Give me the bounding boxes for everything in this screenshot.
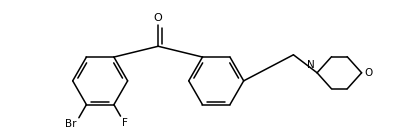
Text: Br: Br [65, 119, 77, 129]
Text: O: O [154, 13, 162, 23]
Text: N: N [307, 60, 315, 70]
Text: O: O [364, 68, 372, 78]
Text: F: F [122, 118, 128, 128]
